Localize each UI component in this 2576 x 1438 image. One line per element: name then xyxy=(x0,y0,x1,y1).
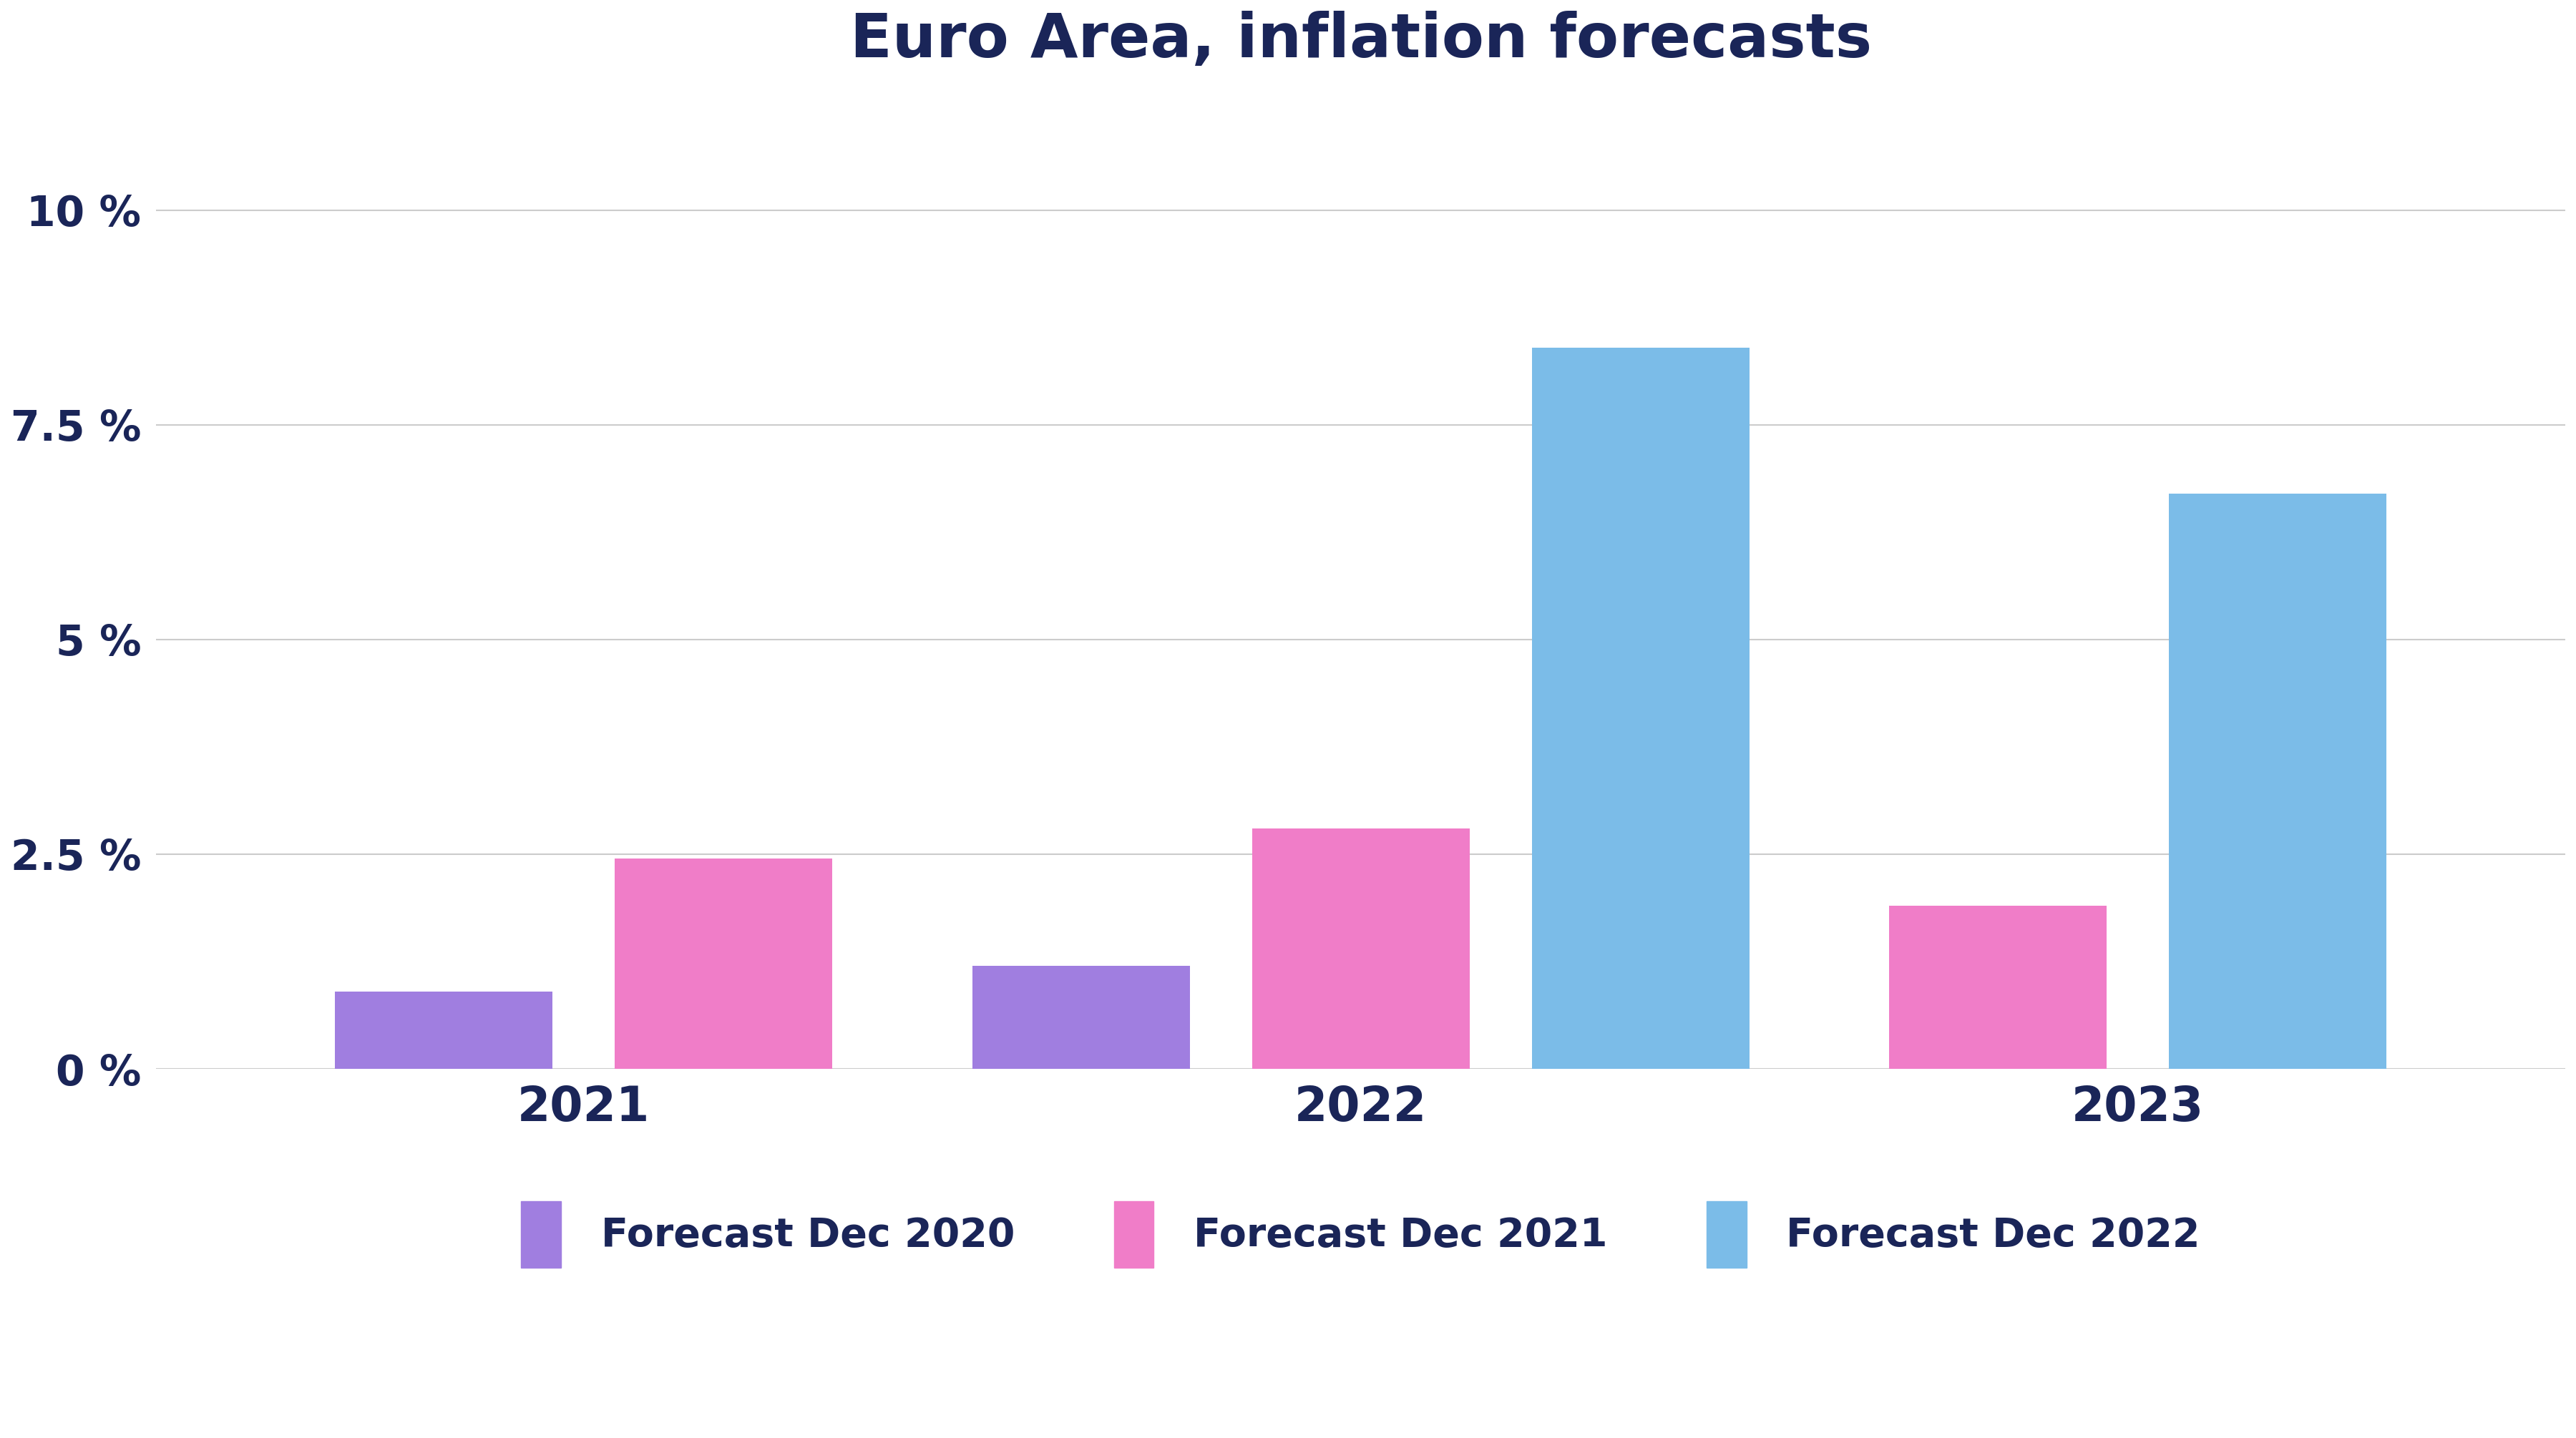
Bar xyxy=(335,992,554,1068)
Bar xyxy=(1252,828,1468,1068)
Bar xyxy=(971,966,1190,1068)
Bar xyxy=(2169,493,2385,1068)
Title: Euro Area, inflation forecasts: Euro Area, inflation forecasts xyxy=(850,10,1873,70)
Legend: Forecast Dec 2020, Forecast Dec 2021, Forecast Dec 2022: Forecast Dec 2020, Forecast Dec 2021, Fo… xyxy=(505,1185,2215,1283)
Bar xyxy=(1888,906,2107,1068)
Bar xyxy=(1533,348,1749,1068)
Bar xyxy=(616,858,832,1068)
